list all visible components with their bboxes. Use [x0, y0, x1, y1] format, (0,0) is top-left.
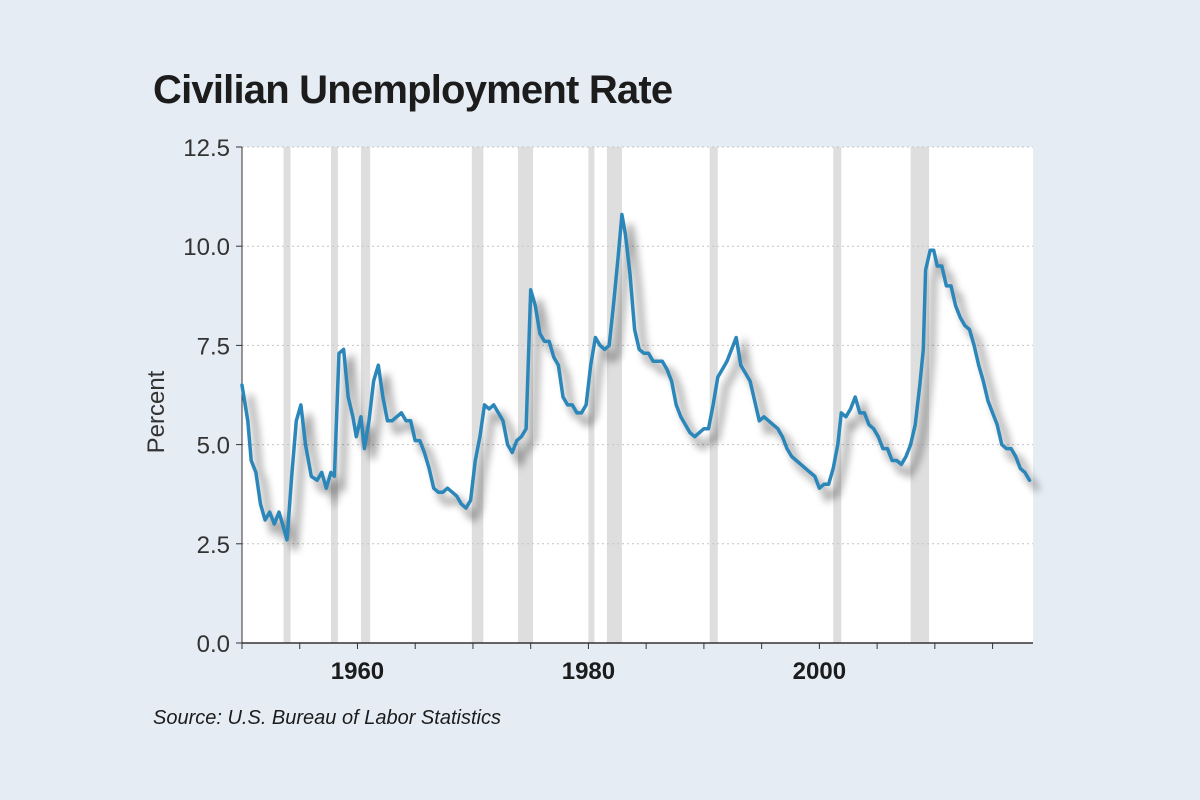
y-axis-label: Percent	[143, 370, 170, 453]
y-tick-label-3: 7.5	[197, 333, 230, 360]
y-axis: 0.0 2.5 5.0 7.5 10.0 12.5	[183, 135, 243, 658]
x-tick-label-1: 1980	[562, 658, 615, 685]
recession-band-3	[471, 147, 484, 643]
recession-band-0	[283, 147, 291, 643]
x-axis: 1960 1980 2000	[241, 642, 1033, 685]
source-note: Source: U.S. Bureau of Labor Statistics	[153, 707, 501, 729]
y-tick-label-5: 12.5	[183, 135, 230, 162]
y-tick-label-1: 2.5	[197, 532, 230, 559]
y-tick-label-0: 0.0	[197, 631, 230, 658]
recession-band-1	[330, 147, 338, 643]
series-line-unemployment-rate	[240, 212, 1032, 542]
x-tick-label-2: 2000	[793, 658, 846, 685]
y-tick-label-4: 10.0	[183, 234, 230, 261]
recession-band-8	[833, 147, 842, 643]
chart-title: Civilian Unemployment Rate	[153, 68, 673, 112]
y-tick-label-2: 5.0	[197, 433, 230, 460]
recession-band-5	[588, 147, 595, 643]
recession-band-2	[360, 147, 371, 643]
x-tick-label-0: 1960	[331, 658, 384, 685]
